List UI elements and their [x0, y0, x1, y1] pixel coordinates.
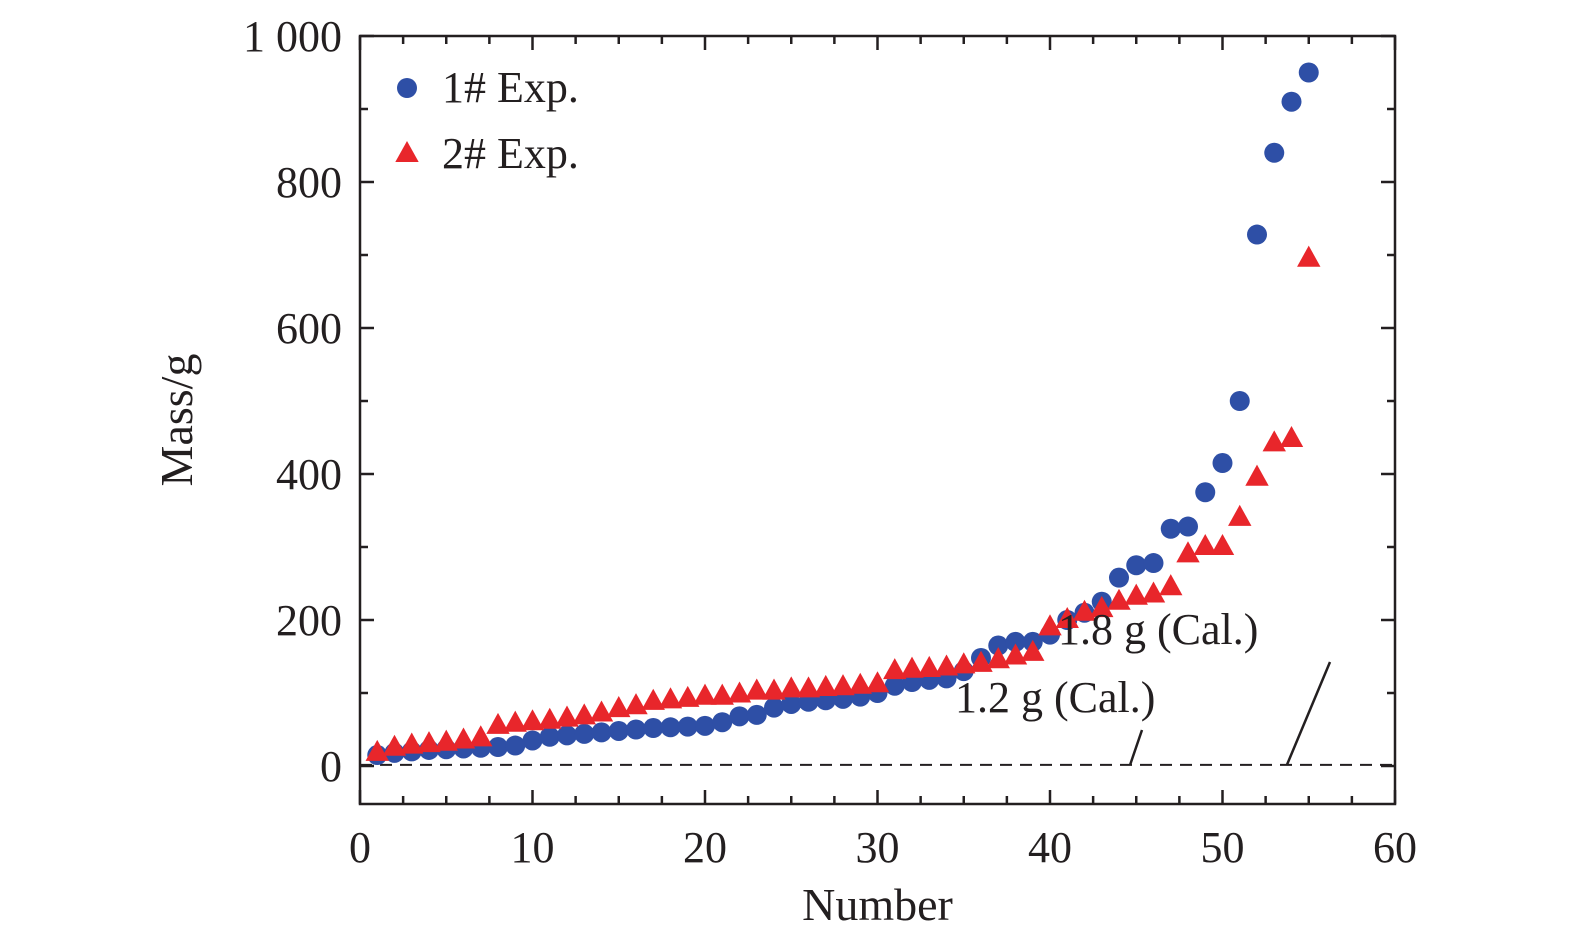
data-point-circle [592, 722, 612, 742]
data-point-circle [1161, 519, 1181, 539]
x-tick-label: 50 [1201, 823, 1245, 872]
data-point-triangle [1245, 465, 1268, 486]
data-point-circle [1230, 391, 1250, 411]
y-tick-label: 1 000 [243, 12, 342, 61]
data-point-circle [730, 706, 750, 726]
y-tick-label: 0 [320, 742, 342, 791]
data-point-circle [1247, 225, 1267, 245]
data-point-circle [574, 724, 594, 744]
data-point-triangle [590, 700, 613, 721]
data-point-circle [643, 718, 663, 738]
annotation-1-8g: 1.8 g (Cal.) [1058, 605, 1258, 654]
data-point-triangle [469, 725, 492, 746]
x-tick-label: 40 [1028, 823, 1072, 872]
data-point-circle [678, 717, 698, 737]
legend-label-2: 2# Exp. [442, 129, 579, 178]
data-point-triangle [1211, 534, 1234, 555]
data-point-circle [1299, 63, 1319, 83]
data-point-circle [626, 720, 646, 740]
series-2 [366, 246, 1321, 761]
data-point-circle [747, 705, 767, 725]
y-tick-label: 200 [276, 596, 342, 645]
data-point-circle [1282, 92, 1302, 112]
data-point-triangle [1228, 505, 1251, 526]
data-point-circle [488, 737, 508, 757]
data-point-triangle [1159, 574, 1182, 595]
data-point-triangle [1297, 246, 1320, 267]
annotation-pointer-1-8g [1287, 662, 1330, 765]
data-point-circle [1178, 517, 1198, 537]
x-tick-label: 30 [856, 823, 900, 872]
x-axis-title: Number [802, 879, 953, 930]
x-tick-label: 10 [511, 823, 555, 872]
data-point-circle [1264, 143, 1284, 163]
x-tick-label: 0 [349, 823, 371, 872]
y-tick-label: 600 [276, 304, 342, 353]
data-point-circle [1126, 555, 1146, 575]
x-tick-label: 20 [683, 823, 727, 872]
annotation-1-2g: 1.2 g (Cal.) [955, 673, 1155, 722]
data-point-triangle [624, 693, 647, 714]
data-point-circle [1144, 553, 1164, 573]
legend: 1# Exp. 2# Exp. [395, 63, 579, 178]
data-point-circle [1195, 482, 1215, 502]
data-point-triangle [1280, 426, 1303, 447]
data-point-circle [1109, 568, 1129, 588]
data-point-circle [523, 730, 543, 750]
data-point-circle [505, 736, 525, 756]
annotation-pointer-1-2g [1130, 730, 1142, 765]
legend-marker-triangle [395, 141, 418, 162]
data-point-circle [661, 717, 681, 737]
data-point-circle [1213, 453, 1233, 473]
legend-marker-circle [397, 78, 417, 98]
y-tick-label: 400 [276, 450, 342, 499]
y-axis-title: Mass/g [151, 354, 202, 487]
legend-label-1: 1# Exp. [442, 63, 579, 112]
y-tick-label: 800 [276, 158, 342, 207]
data-point-circle [764, 698, 784, 718]
chart: 0 10 20 30 40 50 6002004006008001 000 Number M… [0, 0, 1575, 945]
x-tick-label: 60 [1373, 823, 1417, 872]
data-point-circle [609, 721, 629, 741]
data-point-circle [712, 712, 732, 732]
data-point-circle [695, 716, 715, 736]
data-point-triangle [1263, 430, 1286, 451]
